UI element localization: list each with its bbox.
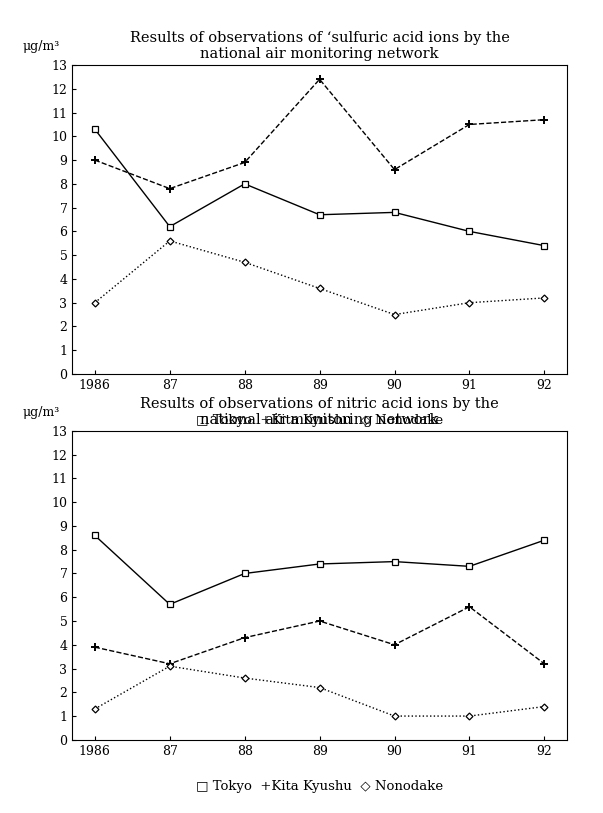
Title: Results of observations of ‘sulfuric acid ions by the
national air monitoring ne: Results of observations of ‘sulfuric aci… [130,31,510,61]
Text: □ Tokyo  +Kita Kyushu  ◇ Nonodake: □ Tokyo +Kita Kyushu ◇ Nonodake [196,780,443,793]
Text: μg/m³: μg/m³ [23,40,60,53]
Text: □ Tokyo  +Kita Kyushu  ◇ Nonodake: □ Tokyo +Kita Kyushu ◇ Nonodake [196,414,443,427]
Text: μg/m³: μg/m³ [23,406,60,419]
Title: Results of observations of nitric acid ions by the
national air monitoring netwo: Results of observations of nitric acid i… [140,397,499,427]
